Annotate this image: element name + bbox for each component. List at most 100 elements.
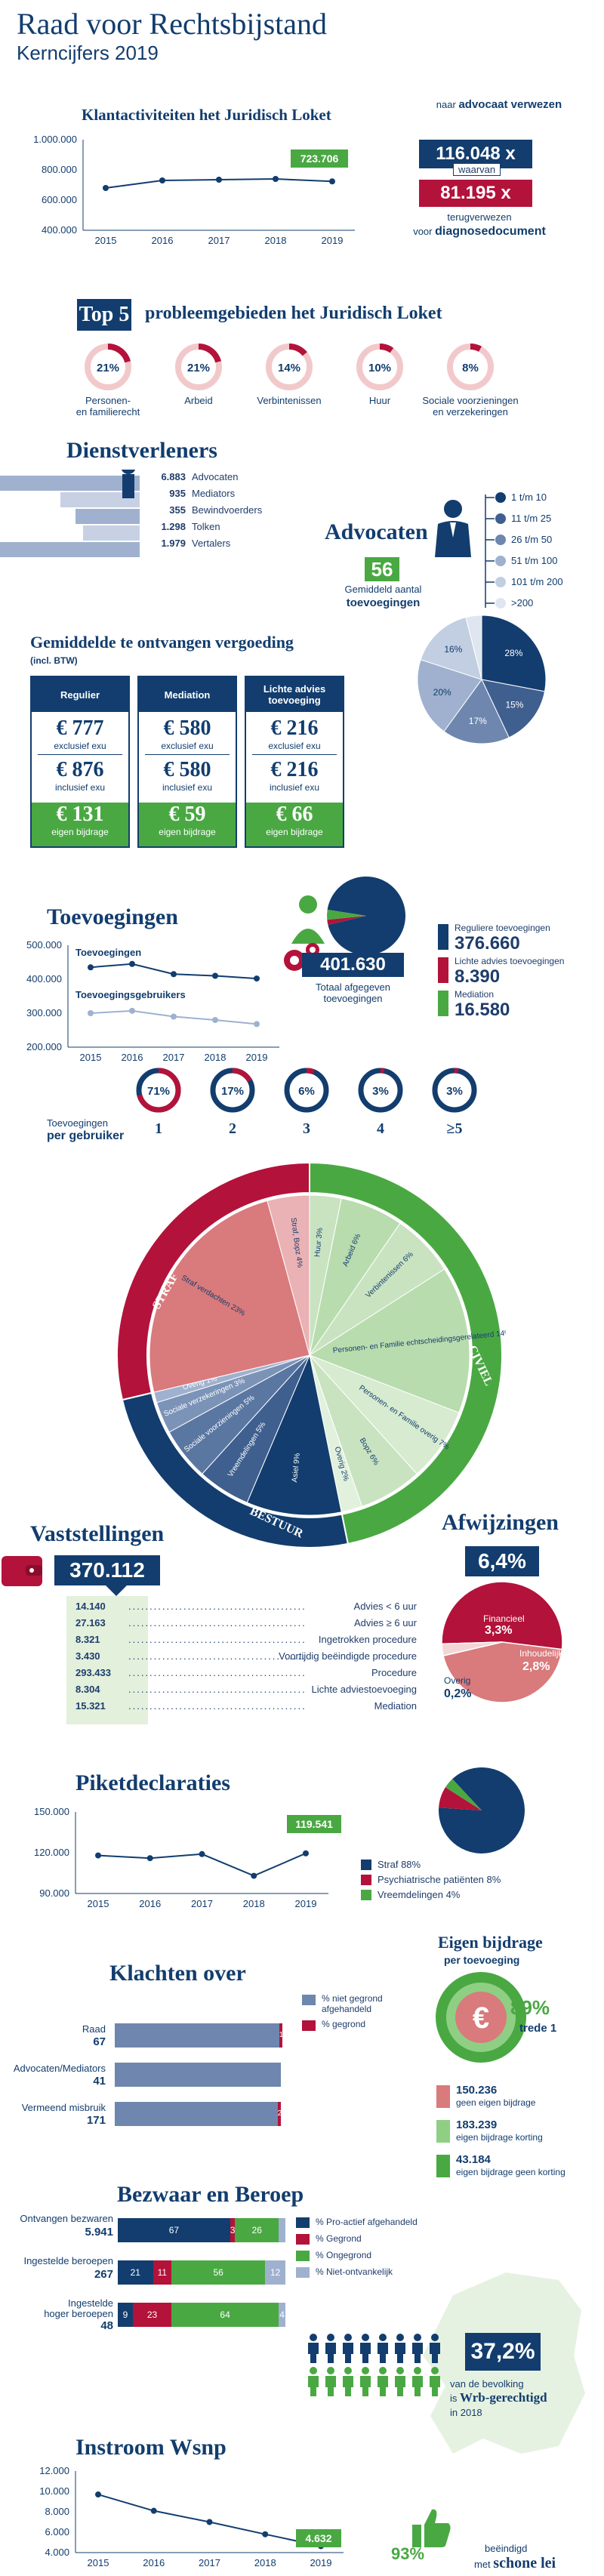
x-tick-label: 2017 [163, 1052, 185, 1063]
toevoegingen-line-chart: 500.000 400.000 300.000 200.000 2015 2016 2017… [26, 939, 279, 1063]
dienst-label: Mediators [192, 488, 236, 499]
advocaten-title: Advocaten [325, 519, 428, 544]
data-point [129, 960, 135, 967]
group-ring-civiel [309, 1161, 503, 1545]
center-dot [309, 1354, 310, 1356]
lawyer-icon [435, 500, 471, 557]
data-point [95, 1852, 101, 1859]
vaststellingen-total: 370.112 [54, 1555, 160, 1585]
vast-label: Procedure [371, 1667, 417, 1678]
wsnp-thumb-pct: 93% [391, 2544, 425, 2563]
dienst-num: 6.883 [161, 471, 186, 482]
toevoegingen-total-label: Totaal afgegeven toevoegingen [315, 981, 391, 1004]
pg-pct: 71% [147, 1085, 170, 1098]
klant-badge: 723.706 [291, 149, 348, 168]
stairs-illustration [0, 470, 140, 557]
data-point [206, 2519, 213, 2525]
pg-n: ≥5 [446, 1120, 463, 1137]
person-head [414, 2334, 421, 2341]
data-point [199, 1850, 205, 1857]
top5-label: Verbintenissen [257, 395, 322, 406]
y-tick-label: 200.000 [26, 1041, 62, 1052]
klachten-title: Klachten over [109, 1961, 246, 1986]
data-point [146, 1855, 153, 1862]
fee-eigen-label: eigen bijdrage [51, 827, 109, 837]
x-tick-label: 2017 [208, 235, 230, 246]
klacht-label: Vermeend misbruik [21, 2102, 106, 2113]
donut-value-arc [232, 1068, 252, 1083]
vast-dots: ........................................… [128, 1700, 307, 1712]
pg-donut: 17% [210, 1068, 255, 1113]
pie-label: 16% [444, 644, 462, 655]
klacht-num: 171 [86, 2114, 106, 2127]
legend-label: % Pro-actief afgehandeld [316, 2217, 418, 2227]
fee-excl-label: exclusief exu [161, 741, 214, 751]
legend-value: 16.580 [455, 1000, 510, 1020]
person-head [396, 2367, 404, 2374]
toevoegingen-pie [327, 877, 405, 955]
person-icon [412, 2334, 423, 2363]
fee-incl: € 876 [56, 758, 104, 781]
pie-slice [465, 615, 482, 680]
data-point [216, 177, 222, 183]
vast-label: Advies ≥ 6 uur [353, 1617, 417, 1628]
vast-label: Advies < 6 uur [353, 1601, 417, 1612]
bez-seg: 67 [118, 2218, 230, 2242]
pie-label: 15% [505, 700, 523, 710]
pie-label: 2,8% [522, 1660, 550, 1673]
fee-eigen-label: eigen bijdrage [266, 827, 323, 837]
top5-donut: 14% [266, 344, 313, 390]
vast-num: 8.321 [76, 1634, 100, 1645]
wsnp-thumb-l1: beëindigd [485, 2543, 528, 2554]
pie-slice [417, 659, 482, 732]
legend-person-icon [495, 577, 506, 587]
person-head [362, 2367, 369, 2374]
klacht-bar-gegrond: 2 [277, 2102, 282, 2126]
x-tick-label: 2016 [152, 235, 174, 246]
dienst-num: 355 [169, 504, 186, 516]
eb-label: eigen bijdrage korting [456, 2132, 543, 2143]
series-label: Toevoegingen [76, 947, 141, 958]
data-point [150, 2507, 157, 2514]
pie-label: 0,2% [444, 1687, 471, 1700]
legend-swatch [302, 1995, 316, 2005]
data-point [171, 1013, 177, 1020]
person-icon [395, 2334, 405, 2363]
vast-label: Ingetrokken procedure [318, 1634, 417, 1645]
legend-label: % Ongegrond [316, 2250, 372, 2260]
top5-donut: 21% [85, 344, 131, 390]
page-subtitle: Kerncijfers 2019 [17, 42, 159, 64]
eb-label: eigen bijdrage geen korting [456, 2167, 565, 2177]
person-head [379, 2367, 387, 2374]
person-icon [308, 2367, 319, 2396]
data-point [251, 1872, 257, 1879]
slice-bestuur [246, 1354, 342, 1516]
person-icon [325, 2334, 336, 2363]
pie-slice [443, 679, 510, 744]
pie-slice [481, 615, 547, 692]
dienst-label: Tolken [192, 521, 220, 532]
data-point [254, 1021, 260, 1028]
eigenbijdrage-trede: trede 1 [519, 2022, 557, 2035]
vast-num: 8.304 [76, 1684, 100, 1695]
legend-label: % Gegrond [316, 2233, 362, 2244]
legend-label: 11 t/m 25 [511, 513, 551, 524]
person-body [412, 2343, 423, 2363]
pie-category: Financieel [483, 1613, 525, 1624]
klacht-bar-notg [115, 2102, 278, 2126]
legend-person-icon [495, 598, 506, 609]
wsnp-badge: 4.632 [296, 2529, 341, 2547]
person-icon [360, 2334, 371, 2363]
legend-label: % niet gegrond afgehandeld [322, 1993, 383, 2014]
pie-label: 17% [469, 716, 487, 726]
person-head [396, 2334, 404, 2341]
donut-value-arc [107, 344, 131, 363]
advocaten-avg: 56 [365, 557, 399, 581]
klant-title: Klantactiviteiten het Juridisch Loket [82, 106, 331, 124]
person-body [343, 2376, 353, 2396]
donut-value-arc [137, 1068, 181, 1113]
bez-seg: 23 [132, 2303, 172, 2327]
eigenbijdrage-subtitle: per toevoeging [444, 1954, 520, 1966]
legend-person-icon [495, 535, 506, 545]
slice-civiel [308, 1268, 470, 1413]
